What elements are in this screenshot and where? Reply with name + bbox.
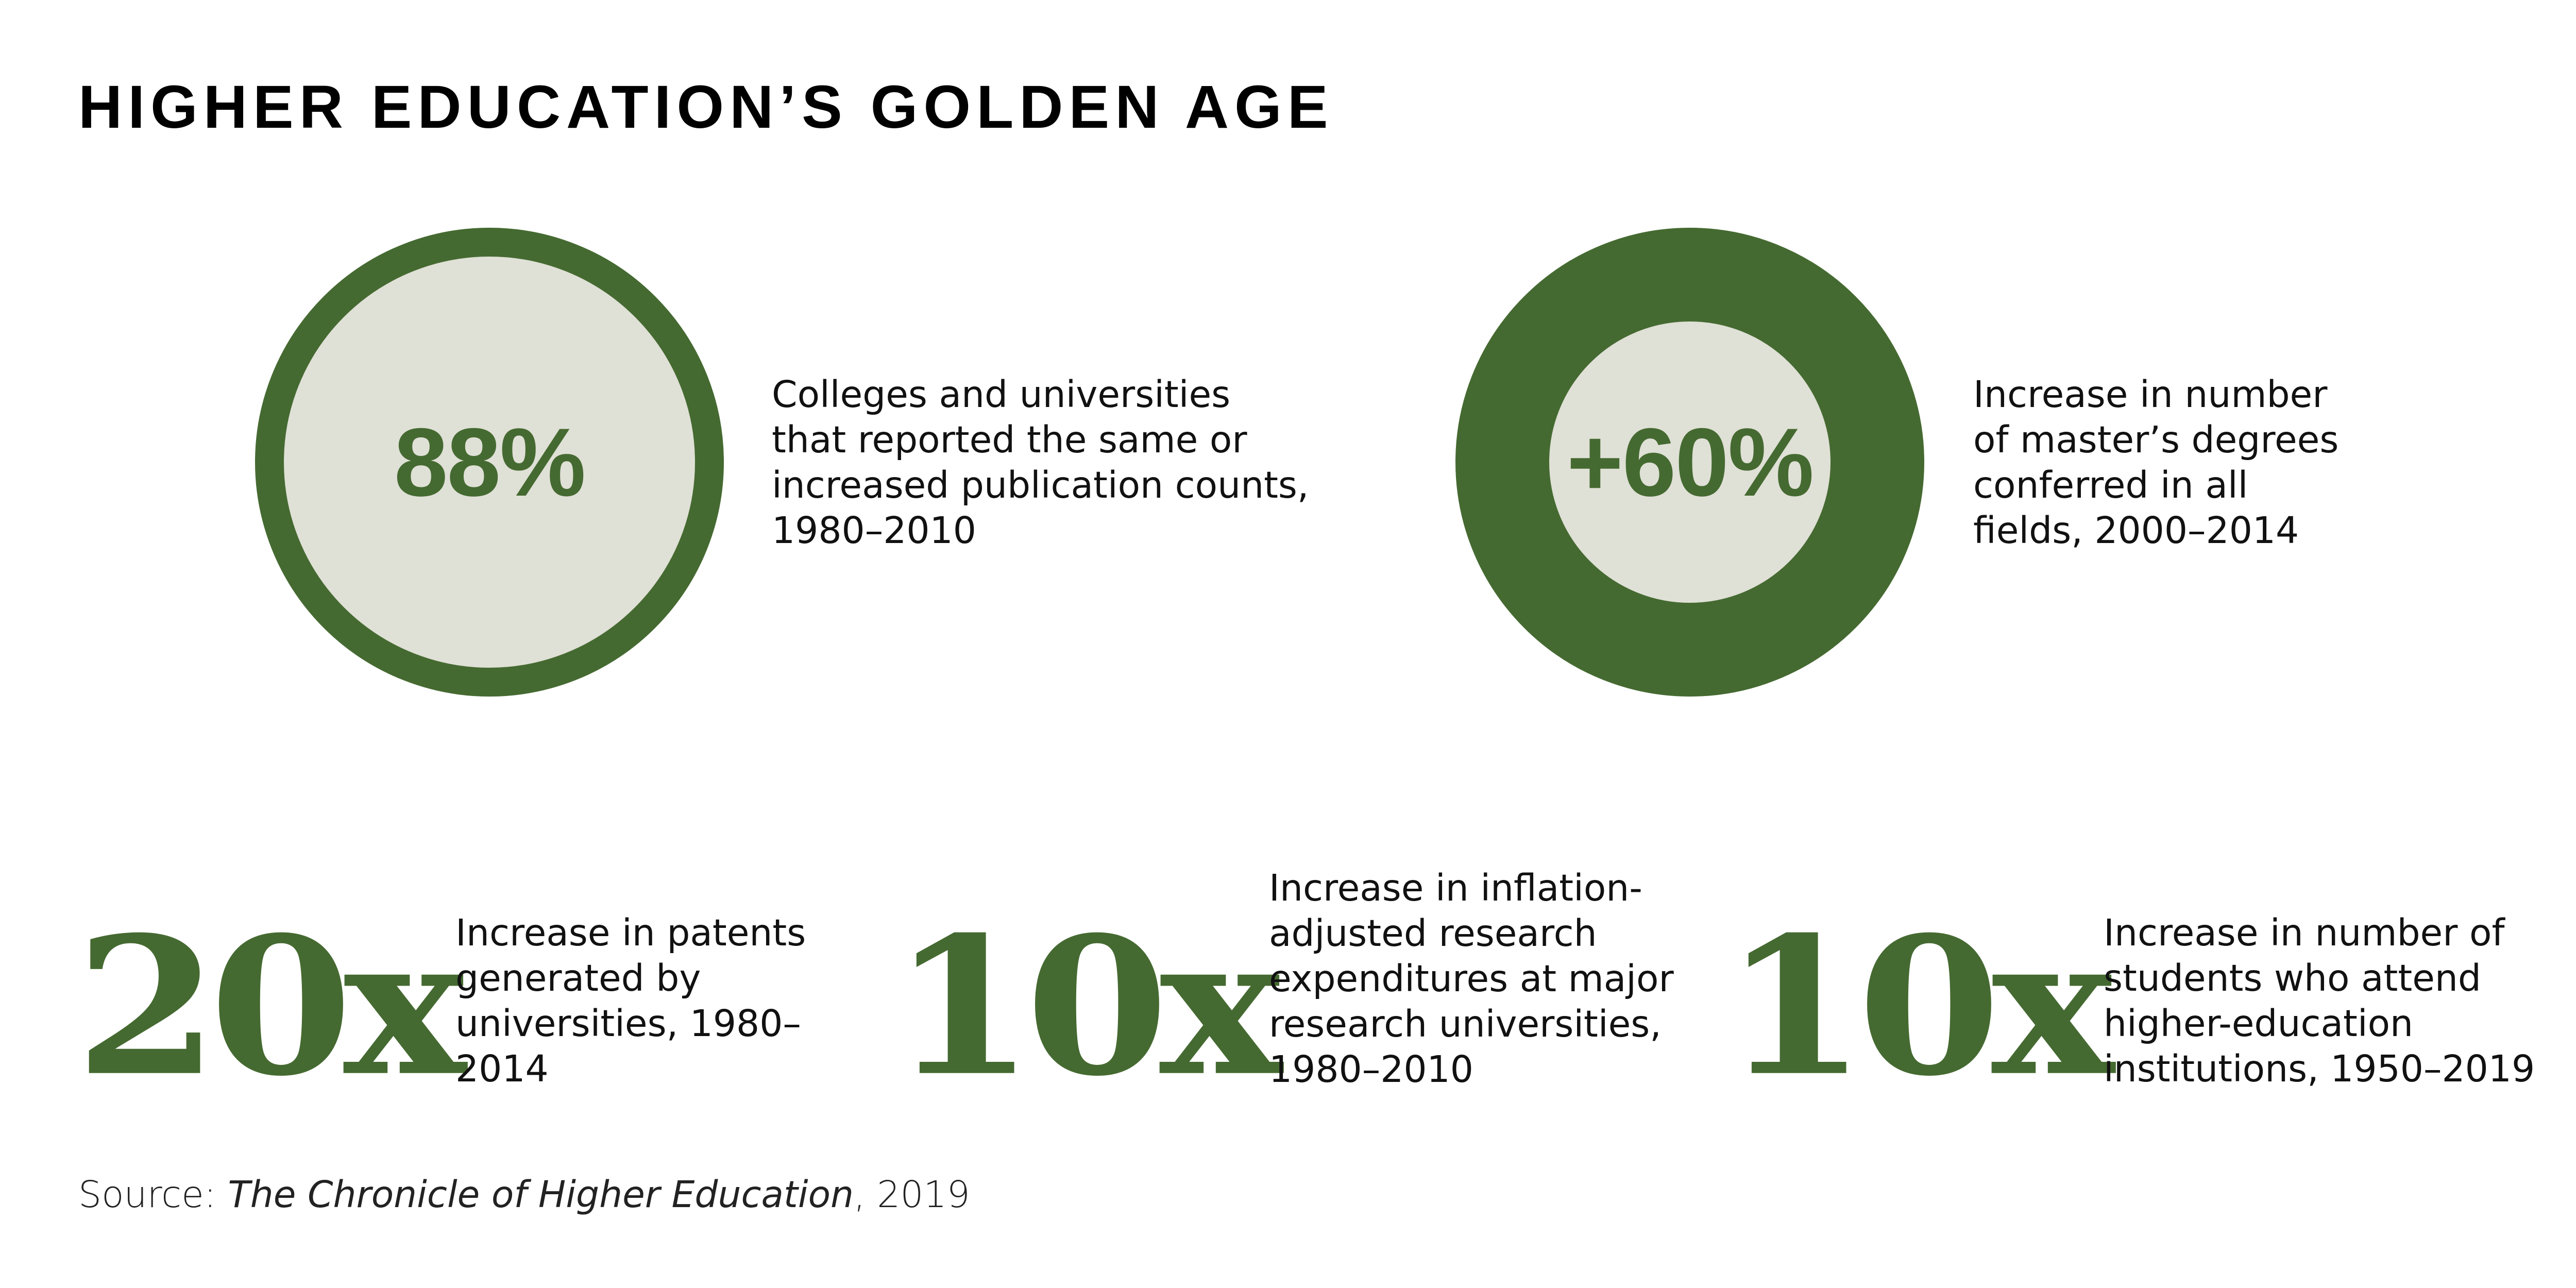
stat-description: Increase in inflation- adjusted research…: [1269, 866, 1674, 1092]
description-line: Increase in inflation-: [1269, 867, 1642, 909]
source-publication: The Chronicle of Higher Education: [228, 1173, 854, 1216]
stat-description: Increase in patents generated by univers…: [455, 910, 806, 1092]
source-note: Source: The Chronicle of Higher Educatio…: [78, 1173, 970, 1216]
description-line: higher-education: [2104, 1002, 2414, 1045]
description-line: conferred in all: [1973, 464, 2248, 506]
stat-description: Increase in number of master’s degrees c…: [1973, 372, 2338, 553]
page-title: HIGHER EDUCATION’S GOLDEN AGE: [78, 73, 1334, 141]
description-line: students who attend: [2104, 957, 2481, 999]
stat-circle-masters-degrees: +60%: [1455, 228, 1924, 697]
description-line: adjusted research: [1269, 912, 1597, 955]
description-line: fields, 2000–2014: [1973, 509, 2299, 552]
description-line: Increase in number: [1973, 373, 2328, 416]
description-line: Increase in patents: [455, 911, 806, 954]
description-line: institutions, 1950–2019: [2104, 1047, 2535, 1090]
source-suffix: , 2019: [854, 1173, 970, 1216]
description-line: generated by: [455, 957, 701, 999]
description-line: expenditures at major: [1269, 957, 1674, 1000]
description-line: increased publication counts,: [772, 464, 1309, 506]
stat-value: 88%: [394, 408, 586, 516]
stat-circle-publications: 88%: [255, 228, 724, 697]
stat-description: Colleges and universities that reported …: [772, 372, 1309, 553]
description-line: 2014: [455, 1047, 549, 1090]
description-line: research universities,: [1269, 1003, 1662, 1045]
stat-value: +60%: [1566, 408, 1814, 516]
description-line: Increase in number of: [2104, 911, 2505, 954]
source-prefix: Source:: [78, 1173, 228, 1216]
stat-multiplier-research-expenditures: 10x: [891, 895, 1282, 1118]
description-line: Colleges and universities: [772, 373, 1231, 416]
stat-description: Increase in number of students who atten…: [2104, 910, 2535, 1092]
description-line: 1980–2010: [1269, 1048, 1473, 1091]
description-line: 1980–2010: [772, 509, 976, 552]
description-line: that reported the same or: [772, 418, 1247, 461]
description-line: of master’s degrees: [1973, 418, 2339, 461]
stat-multiplier-patents: 20x: [75, 895, 466, 1118]
description-line: universities, 1980–: [455, 1002, 801, 1045]
stat-multiplier-students: 10x: [1723, 895, 2114, 1118]
